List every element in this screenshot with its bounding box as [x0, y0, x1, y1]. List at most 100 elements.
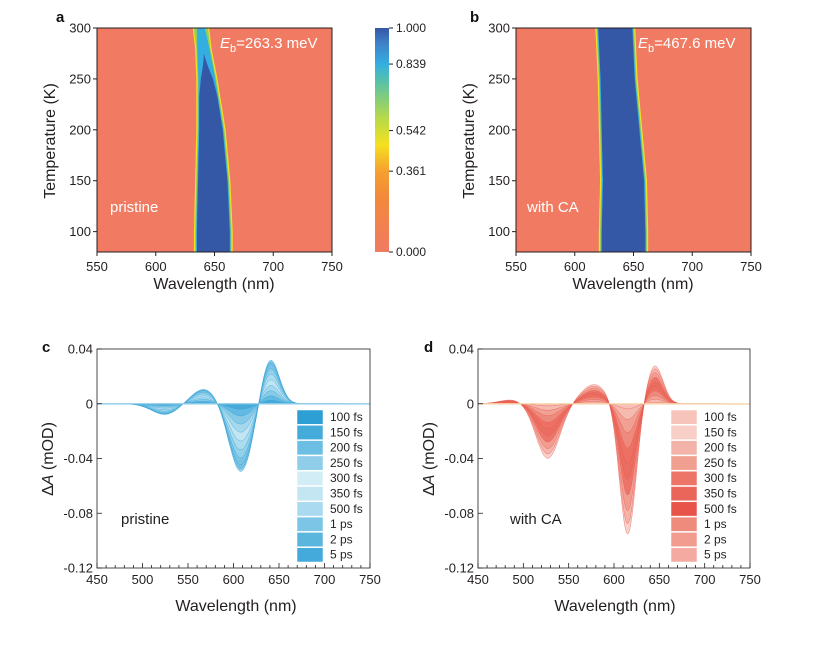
panel-a-ytick-label-150: 150 [69, 173, 91, 188]
panel-d-legend-label-3: 250 fs [704, 456, 737, 470]
panel-d-xtick-label-550: 550 [558, 572, 580, 587]
panel-b-ytick-label-300: 300 [488, 21, 510, 36]
panel-b-xtick-label-750: 750 [740, 259, 762, 274]
panel-a-eb-annotation: Eb=263.3 meV [220, 35, 317, 55]
colorbar-tick-label-0: 1.000 [396, 21, 426, 35]
panel-d-legend-swatch-8 [670, 532, 698, 547]
panel-d-legend-label-6: 500 fs [704, 502, 737, 516]
panel-c-legend-swatch-3 [296, 455, 324, 471]
panel-c-legend-swatch-7 [296, 516, 324, 532]
colorbar-gradient [375, 28, 389, 252]
panel-b-ytick-label-100: 100 [488, 224, 510, 239]
panel-a-ytick-label-250: 250 [69, 71, 91, 86]
panel-c-ytick-label-0.04: 0.04 [68, 342, 93, 357]
panel-d-ytick-label--0.08: -0.08 [444, 506, 474, 521]
panel-c-legend-label-6: 500 fs [330, 502, 363, 516]
panel-c-ytick-label--0.04: -0.04 [63, 451, 93, 466]
panel-c-axes: 450 500 550 600 650 700 750 0.04 0 -0.04 -0.08 -0.1… [63, 342, 380, 588]
panel-d-xtick-label-750: 750 [739, 572, 761, 587]
panel-c-sample-label: pristine [121, 511, 169, 528]
panel-c-legend-label-1: 150 fs [330, 425, 363, 439]
panel-d-axes: 450 500 550 600 650 700 750 0.04 0 -0.04 -0.08 -0.1… [444, 342, 760, 588]
panel-c-legend-swatch-5 [296, 486, 324, 502]
panel-b-sample-label: with CA [526, 199, 579, 216]
panel-a-ytick-label-200: 200 [69, 122, 91, 137]
panel-b-eb-annotation: Eb=467.6 meV [638, 35, 735, 55]
panel-d-xtick-label-650: 650 [648, 572, 670, 587]
panel-c-xtick-label-650: 650 [268, 572, 290, 587]
panel-d: d 450 500 550 600 650 700 750 0.04 0 -0.04 -0.08 -0… [421, 339, 761, 615]
panel-c-legend-swatch-4 [296, 470, 324, 486]
panel-c-xlabel: Wavelength (nm) [175, 598, 296, 615]
panel-c-legend-label-8: 2 ps [330, 532, 353, 546]
panel-d-letter: d [424, 339, 433, 356]
panel-a-xlabel: Wavelength (nm) [153, 276, 274, 293]
panel-d-sample-label: with CA [509, 511, 562, 528]
panel-b-xlabel: Wavelength (nm) [572, 276, 693, 293]
colorbar-tick-label-1: 0.839 [396, 57, 426, 71]
panel-d-legend-label-5: 350 fs [704, 487, 737, 501]
panel-d-xlabel: Wavelength (nm) [554, 598, 675, 615]
panel-c-legend-swatch-6 [296, 501, 324, 517]
panel-a-ylabel: Temperature (K) [42, 83, 59, 199]
panel-c-xtick-label-700: 700 [314, 572, 336, 587]
panel-a-letter: a [56, 9, 65, 26]
panel-d-legend-swatch-9 [670, 547, 698, 563]
panel-c-legend-label-0: 100 fs [330, 410, 363, 424]
panel-a: a 550 600 650 700 750 100 150 200 250 300 Eb=263.… [42, 9, 343, 293]
panel-a-emission-band [192, 28, 233, 252]
panel-d-legend-label-4: 300 fs [704, 471, 737, 485]
panel-d-ytick-label--0.04: -0.04 [444, 451, 474, 466]
panel-d-series [478, 365, 750, 535]
panel-b: b 550 600 650 700 750 100 150 200 250 300 Eb=467.… [461, 9, 762, 293]
panel-a-ytick-label-100: 100 [69, 224, 91, 239]
panel-d-ylabel: ΔA (mOD) [421, 422, 438, 496]
panel-c-letter: c [42, 339, 50, 356]
panel-a-xtick-label-550: 550 [86, 259, 108, 274]
panel-b-xtick-label-600: 600 [564, 259, 586, 274]
panel-b-ylabel: Temperature (K) [461, 83, 478, 199]
panel-c-legend-swatch-9 [296, 547, 324, 563]
panel-c-legend-swatch-0 [296, 409, 324, 425]
panel-c-ylabel: ΔA (mOD) [40, 422, 57, 496]
panel-a-xtick-label-600: 600 [145, 259, 167, 274]
panel-c-legend-label-2: 200 fs [330, 441, 363, 455]
panel-c-xtick-label-550: 550 [177, 572, 199, 587]
panel-c-legend-swatch-8 [296, 532, 324, 547]
panel-c-legend-label-3: 250 fs [330, 456, 363, 470]
panel-c-ytick-label--0.08: -0.08 [63, 506, 93, 521]
panel-c-xtick-label-750: 750 [359, 572, 381, 587]
panel-a-xtick-label-650: 650 [204, 259, 226, 274]
colorbar: 1.000 0.839 0.542 0.361 0.000 [375, 21, 426, 259]
panel-d-xtick-label-450: 450 [467, 572, 489, 587]
panel-b-axes: 550 600 650 700 750 100 150 200 250 300 [488, 21, 762, 275]
panel-d-legend-label-9: 5 ps [704, 548, 727, 562]
colorbar-tick-label-2: 0.542 [396, 124, 426, 138]
panel-b-xtick-label-700: 700 [681, 259, 703, 274]
panel-c: c 450 500 550 600 650 700 750 0.04 0 -0.04 -0.08 -0… [40, 339, 381, 615]
panel-d-xtick-label-500: 500 [512, 572, 534, 587]
panel-a-sample-label: pristine [110, 199, 158, 216]
panel-c-xtick-label-450: 450 [86, 572, 108, 587]
panel-d-legend-swatch-4 [670, 470, 698, 486]
panel-d-legend-swatch-2 [670, 440, 698, 456]
panel-b-band-core [598, 28, 646, 252]
panel-d-legend-label-2: 200 fs [704, 441, 737, 455]
colorbar-ticks: 1.000 0.839 0.542 0.361 0.000 [389, 21, 426, 259]
colorbar-tick-label-3: 0.361 [396, 164, 426, 178]
panel-d-legend-label-1: 150 fs [704, 425, 737, 439]
panel-c-series [97, 359, 370, 472]
panel-a-xtick-label-750: 750 [321, 259, 343, 274]
panel-d-legend-label-0: 100 fs [704, 410, 737, 424]
panel-c-xtick-label-500: 500 [132, 572, 154, 587]
panel-b-xtick-label-650: 650 [623, 259, 645, 274]
panel-a-axes: 550 600 650 700 750 100 150 200 250 300 [69, 21, 343, 275]
panel-d-ytick-label-0.04: 0.04 [449, 342, 474, 357]
panel-d-legend-swatch-7 [670, 516, 698, 532]
panel-b-ytick-label-250: 250 [488, 71, 510, 86]
panel-c-legend-swatch-2 [296, 440, 324, 456]
panel-d-xtick-label-700: 700 [694, 572, 716, 587]
panel-c-legend-swatch-1 [296, 425, 324, 440]
